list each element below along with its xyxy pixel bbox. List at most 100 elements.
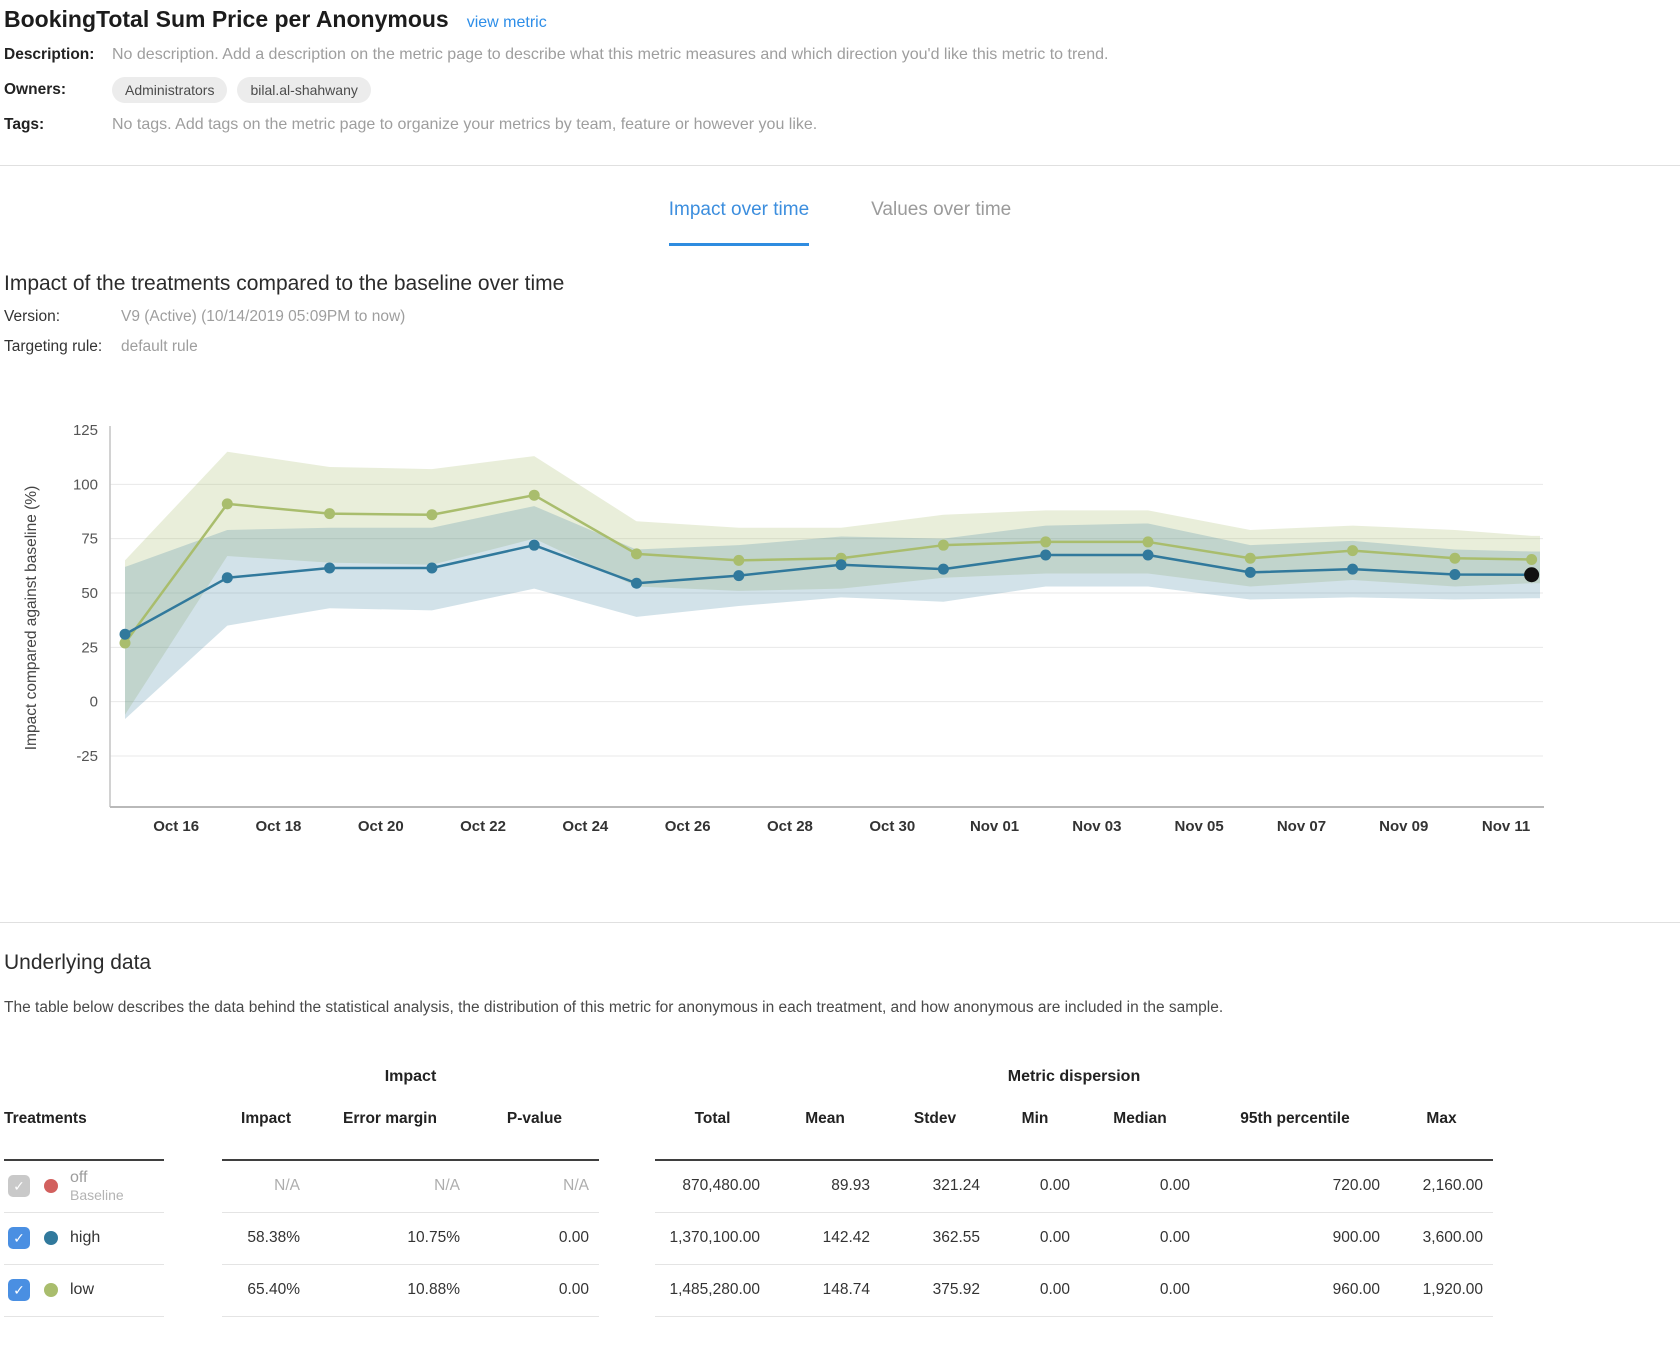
low-data-point[interactable] [528,489,540,501]
dispersion-row: 870,480.00 89.93 321.24 0.00 0.00 720.00 2,160… [655,1160,1493,1213]
high-data-point[interactable] [937,563,949,575]
treatment-checkbox[interactable]: ✓ [8,1279,30,1301]
header-divider [0,165,1680,166]
owner-tag[interactable]: Administrators [112,77,228,103]
dispersion-cell: 0.00 [1080,1160,1200,1213]
high-data-point[interactable] [324,562,336,574]
treatment-color-dot [44,1283,58,1297]
low-data-point[interactable] [733,554,745,566]
min-column-header: Min [990,1110,1080,1161]
treatment-checkbox[interactable]: ✓ [8,1175,30,1198]
high-data-point[interactable] [1244,566,1256,578]
low-data-point[interactable] [1449,552,1461,564]
x-tick-label: Oct 20 [358,818,404,835]
dispersion-cell: 1,920.00 [1390,1264,1493,1317]
percentile95-column-header: 95th percentile [1200,1110,1390,1161]
tab-impact-over-time[interactable]: Impact over time [668,199,810,246]
dispersion-cell: 375.92 [880,1264,990,1317]
dispersion-cell: 2,160.00 [1390,1160,1493,1213]
owner-tag[interactable]: bilal.al-shahwany [237,77,371,103]
low-data-point[interactable] [1526,554,1538,566]
impact-cell: 10.75% [310,1212,470,1265]
header: BookingTotal Sum Price per Anonymous vie… [0,0,1680,33]
treatment-label: low [70,1281,95,1298]
low-data-point[interactable] [631,548,642,560]
x-tick-label: Oct 22 [460,818,506,835]
low-data-point[interactable] [324,508,336,520]
y-tick-label: -25 [76,748,98,765]
dispersion-cell: 1,485,280.00 [655,1264,770,1317]
impact-cell: N/A [470,1160,599,1213]
high-data-point[interactable] [528,539,540,551]
low-data-point[interactable] [1347,545,1359,557]
x-tick-label: Oct 18 [256,818,302,835]
error-margin-column-header: Error margin [310,1110,470,1161]
y-axis-title: Impact compared against baseline (%) [23,486,40,751]
dispersion-cell: 900.00 [1200,1212,1390,1265]
low-confidence-band [125,451,1540,715]
treatment-row: ✓ high [4,1212,164,1265]
metric-dispersion-group-header: Metric dispersion [1007,1068,1141,1085]
section-title: Impact of the treatments compared to the… [4,272,565,295]
x-tick-label: Oct 30 [869,818,915,835]
low-data-point[interactable] [1142,536,1154,548]
impact-cell: 65.40% [222,1264,310,1317]
y-tick-label: 125 [73,422,98,439]
dispersion-row: 1,370,100.00 142.42 362.55 0.00 0.00 900.00 3,… [655,1212,1493,1265]
x-tick-label: Nov 05 [1175,818,1224,835]
high-data-point[interactable] [835,559,847,571]
impact-cell: N/A [222,1160,310,1213]
dispersion-cell: 0.00 [990,1264,1080,1317]
high-data-point[interactable] [221,572,233,584]
high-data-point[interactable] [1449,569,1461,581]
high-data-point[interactable] [1040,549,1052,561]
x-tick-label: Nov 09 [1379,818,1428,835]
high-data-point[interactable] [426,562,438,574]
tags-text: No tags. Add tags on the metric page to … [112,116,818,133]
y-tick-label: 100 [73,476,98,493]
high-data-point[interactable] [119,628,131,640]
treatment-label: off [70,1169,88,1187]
owners-row: Owners: Administrators bilal.al-shahwany [0,77,1680,103]
dispersion-cell: 148.74 [770,1264,880,1317]
underlying-data-title: Underlying data [4,951,152,974]
dispersion-cell: 362.55 [880,1212,990,1265]
treatments-column-header: Treatments [4,1110,164,1161]
impact-cell: N/A [310,1160,470,1213]
low-data-point[interactable] [221,498,233,510]
x-tick-label: Oct 26 [665,818,711,835]
treatment-checkbox[interactable]: ✓ [8,1227,30,1249]
treatment-row: ✓ off Baseline [4,1160,164,1213]
low-data-point[interactable] [1244,552,1256,564]
high-data-point[interactable] [733,570,745,582]
impact-cell: 58.38% [222,1212,310,1265]
dispersion-cell: 89.93 [770,1160,880,1213]
y-tick-label: 50 [81,585,98,602]
current-data-point[interactable] [1524,567,1540,583]
low-data-point[interactable] [119,637,131,649]
treatments-table: Treatments ✓ off Baseline ✓ high ✓ low [4,1110,164,1317]
dispersion-cell: 960.00 [1200,1264,1390,1317]
treatment-label: high [70,1229,101,1246]
low-data-point[interactable] [426,509,438,521]
tab-values-over-time[interactable]: Values over time [871,199,1012,220]
p-value-column-header: P-value [470,1110,599,1161]
targeting-rule-label: Targeting rule: [4,338,103,355]
underlying-data-description: The table below describes the data behin… [4,999,1224,1016]
impact-row: 65.40% 10.88% 0.00 [222,1264,599,1317]
view-metric-link[interactable]: view metric [466,14,547,31]
dispersion-cell: 142.42 [770,1212,880,1265]
metric-meta: Description: No description. Add a descr… [0,43,1680,137]
high-data-point[interactable] [1347,563,1359,575]
low-data-point[interactable] [937,539,949,551]
dispersion-cell: 0.00 [990,1160,1080,1213]
impact-row: N/A N/A N/A [222,1160,599,1213]
high-data-point[interactable] [1142,549,1154,561]
low-data-point[interactable] [1040,536,1052,548]
high-data-point[interactable] [631,577,642,589]
impact-group-header: Impact [384,1068,437,1085]
impact-cell: 0.00 [470,1264,599,1317]
max-column-header: Max [1390,1110,1493,1161]
dispersion-cell: 1,370,100.00 [655,1212,770,1265]
